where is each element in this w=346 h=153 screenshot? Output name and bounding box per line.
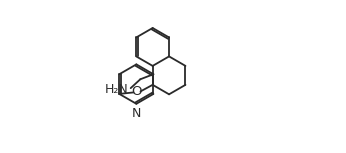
Text: O: O <box>132 85 142 98</box>
Text: N: N <box>132 107 141 120</box>
Text: H₂N: H₂N <box>105 83 129 96</box>
